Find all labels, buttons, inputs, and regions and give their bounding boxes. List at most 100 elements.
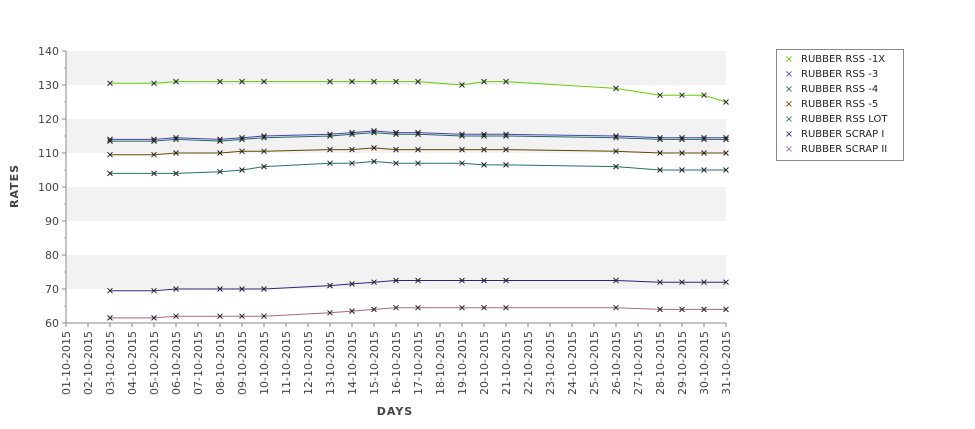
data-point [459,82,465,88]
data-point [239,286,245,292]
data-point [723,150,729,156]
data-point [239,167,245,173]
grid-band [66,221,726,255]
data-point [723,136,729,143]
data-point [613,148,619,155]
x-tick-label: 09-10-2015 [236,331,249,395]
data-point [349,281,355,287]
data-point [701,167,707,173]
x-tick-label: 04-10-2015 [126,331,139,395]
data-point [657,150,663,156]
x-tick-label: 06-10-2015 [170,331,183,395]
data-point [503,277,509,284]
data-point [459,304,465,311]
data-point [723,279,729,286]
data-point [217,78,223,85]
x-tick-label: 02-10-2015 [82,331,95,395]
y-tick-label: 100 [38,181,59,194]
data-point [261,163,267,170]
x-tick-label: 20-10-2015 [478,331,491,395]
y-tick-label: 70 [45,283,59,296]
data-point [503,146,509,153]
data-point [107,287,113,294]
data-point [415,78,421,85]
data-point [657,92,663,99]
data-point [723,167,729,173]
data-point [415,304,421,311]
legend-item: × RUBBER SCRAP I [777,127,903,142]
data-point [393,160,399,167]
legend-item: × RUBBER RSS -5 [777,97,903,112]
data-point [173,136,179,143]
data-point [239,148,245,155]
data-point [239,136,245,143]
x-tick-label: 19-10-2015 [456,331,469,395]
data-point [679,136,685,143]
data-point [217,313,223,320]
data-point [481,78,487,85]
x-tick-label: 05-10-2015 [148,331,161,395]
data-point [459,160,465,167]
data-point [393,304,399,311]
grid-band [66,51,726,85]
data-point [415,146,421,153]
data-point [503,133,509,139]
data-point [415,277,421,284]
y-tick-label: 110 [38,147,59,160]
x-tick-label: 10-10-2015 [258,331,271,395]
x-tick-label: 21-10-2015 [500,331,513,395]
data-point [107,138,113,144]
data-point [327,78,333,85]
data-point [393,277,399,284]
x-tick-label: 31-10-2015 [720,331,733,395]
data-point [239,313,245,320]
x-tick-label: 22-10-2015 [522,331,535,395]
data-point [679,92,685,99]
data-point [459,133,465,139]
data-point [261,78,267,85]
data-point [657,306,663,313]
data-point [415,160,421,167]
data-point [107,80,113,87]
legend-label: RUBBER RSS -3 [801,69,879,80]
legend-item: × RUBBER RSS -4 [777,82,903,97]
legend-label: RUBBER RSS -4 [801,84,879,95]
x-tick-label: 25-10-2015 [588,331,601,395]
y-tick-label: 60 [45,317,59,330]
data-point [481,146,487,153]
x-tick-label: 23-10-2015 [544,331,557,395]
data-point [217,168,223,175]
data-point [371,129,377,136]
data-point [481,277,487,284]
data-point [613,304,619,311]
x-tick-label: 28-10-2015 [654,331,667,395]
data-point [151,170,157,177]
chart-legend: × RUBBER RSS -1X × RUBBER RSS -3 × RUBBER RSS… [776,49,904,161]
data-point [701,150,707,156]
data-point [349,308,355,314]
x-tick-label: 07-10-2015 [192,331,205,395]
data-point [679,167,685,173]
x-axis-ticks: 01-10-2015 02-10-2015 03-10-2015 04-10-2015… [60,323,733,395]
data-point [349,131,355,138]
x-tick-label: 18-10-2015 [434,331,447,395]
grid-band [66,153,726,187]
data-point [503,304,509,311]
x-tick-label: 29-10-2015 [676,331,689,395]
legend-marker-icon: × [784,69,794,80]
data-point [481,133,487,139]
x-tick-label: 26-10-2015 [610,331,623,395]
x-tick-label: 01-10-2015 [60,331,73,395]
series-1 [107,78,729,105]
x-tick-label: 13-10-2015 [324,331,337,395]
grid-bands [66,51,726,323]
grid-band [66,255,726,289]
legend-marker-icon: × [784,99,794,110]
data-point [503,78,509,85]
data-point [151,315,157,321]
data-point [613,163,619,170]
data-point [107,151,113,158]
series-3 [107,129,729,144]
data-point [701,136,707,143]
series-4 [107,145,729,158]
